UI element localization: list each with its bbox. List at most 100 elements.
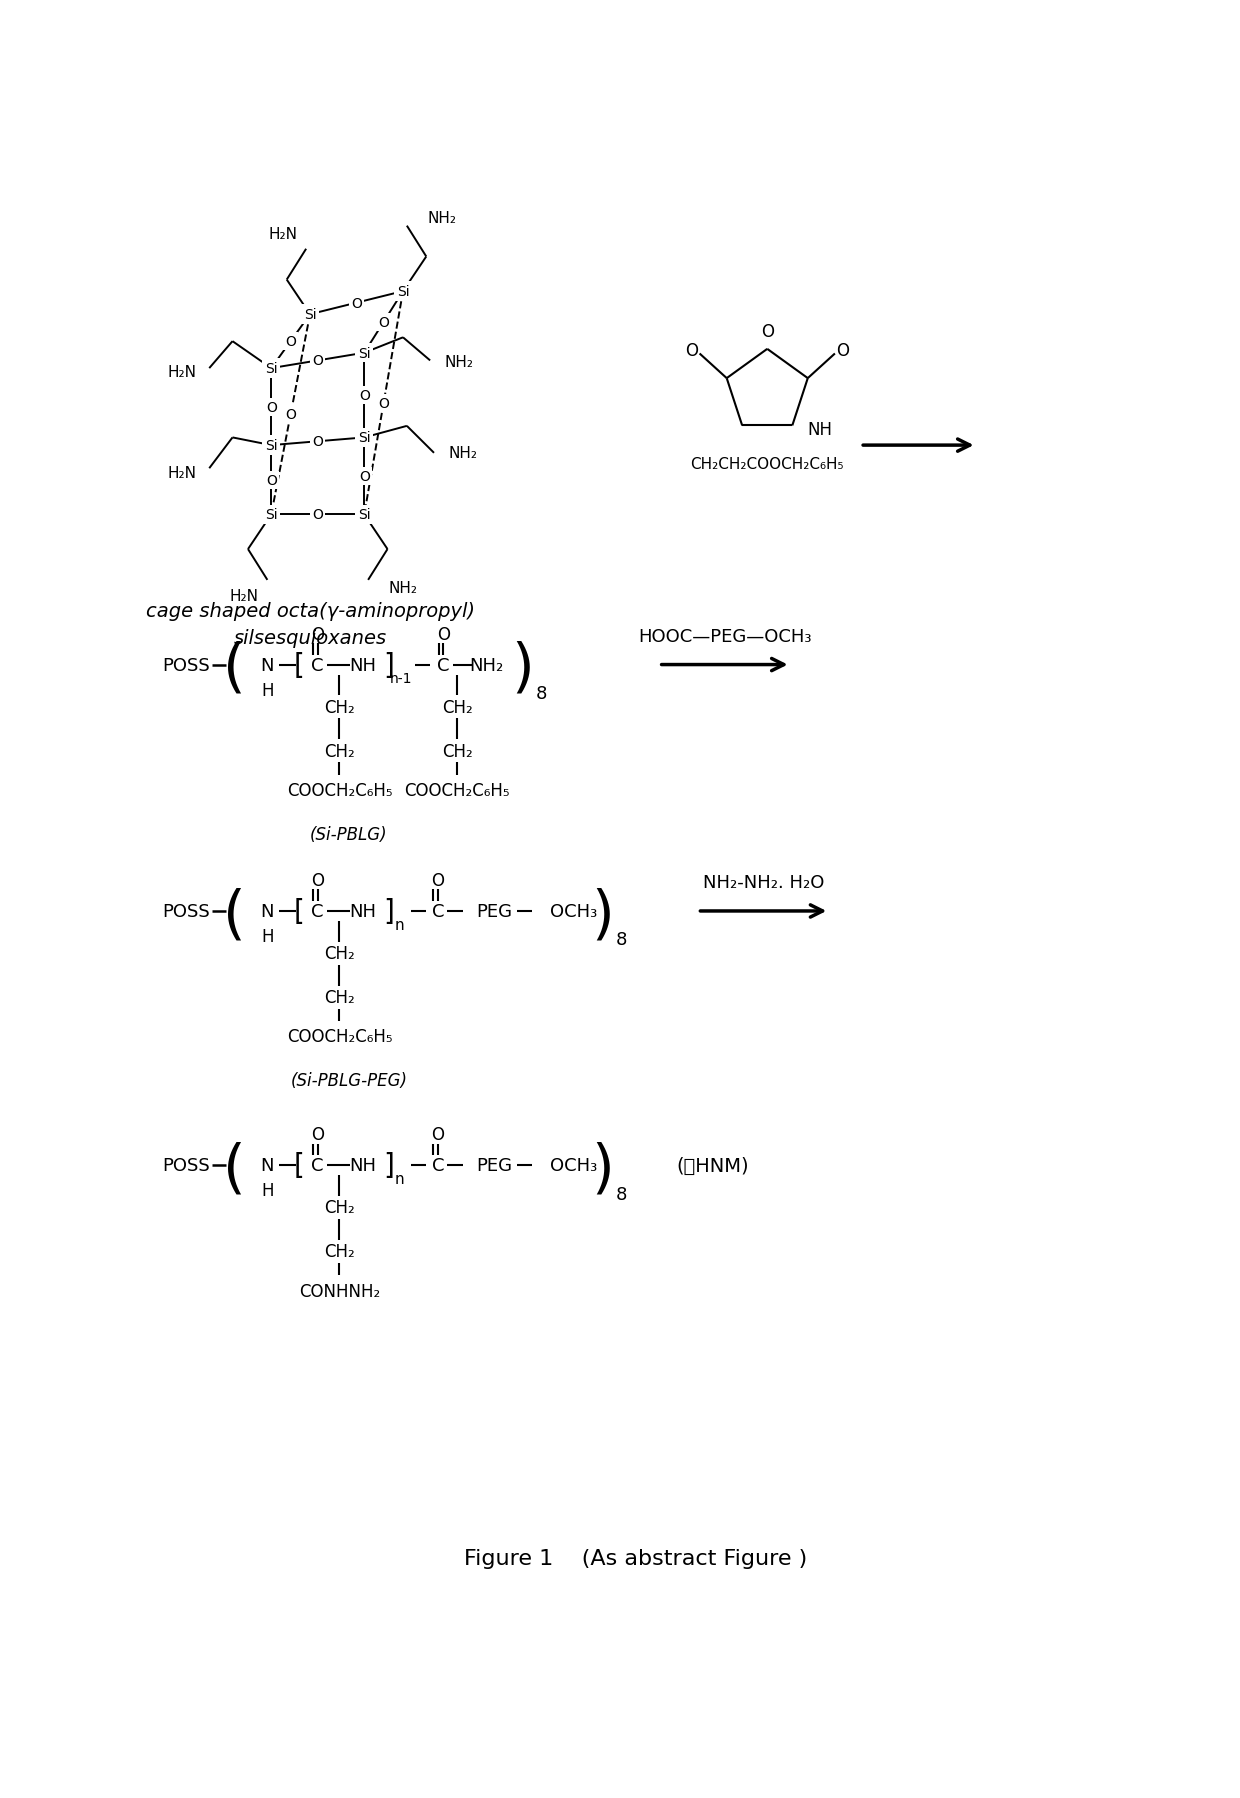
Text: 8: 8 [536,685,547,703]
Text: H₂N: H₂N [167,466,197,480]
Text: C: C [432,903,444,921]
Text: CH₂: CH₂ [324,743,355,761]
Text: C: C [432,1156,444,1174]
Text: Si: Si [304,307,316,322]
Text: O: O [686,342,698,360]
Text: CH₂: CH₂ [441,698,472,717]
Text: O: O [836,342,849,360]
Text: C: C [436,656,450,674]
Text: Si: Si [265,439,278,453]
Text: C: C [311,1156,324,1174]
Text: O: O [312,509,324,521]
Text: O: O [378,397,389,410]
Text: Si: Si [358,347,371,361]
Text: O: O [432,872,444,890]
Text: Si: Si [358,432,371,446]
Text: O: O [436,626,450,644]
Text: NH₂: NH₂ [428,212,456,227]
Text: O: O [351,297,362,311]
Text: [: [ [294,651,305,680]
Text: O: O [311,1126,324,1144]
Text: CH₂: CH₂ [324,989,355,1007]
Text: NH₂: NH₂ [444,356,474,370]
Text: H: H [262,681,274,699]
Text: ]: ] [383,897,394,926]
Text: C: C [311,903,324,921]
Text: N: N [260,1156,274,1174]
Text: O: O [311,626,324,644]
Text: C: C [311,656,324,674]
Text: O: O [358,469,370,484]
Text: Figure 1    (As abstract Figure ): Figure 1 (As abstract Figure ) [464,1548,807,1568]
Text: (: ( [223,640,246,698]
Text: O: O [358,388,370,403]
Text: O: O [312,435,324,450]
Text: N: N [260,656,274,674]
Text: POSS: POSS [162,1156,210,1174]
Text: (Si-PBLG-PEG): (Si-PBLG-PEG) [290,1072,407,1090]
Text: NH: NH [807,421,833,439]
Text: O: O [761,322,774,340]
Text: OCH₃: OCH₃ [551,1156,598,1174]
Text: O: O [265,401,277,414]
Text: ]: ] [383,1151,394,1179]
Text: NH₂: NH₂ [470,656,503,674]
Text: CH₂: CH₂ [324,698,355,717]
Text: H: H [262,1181,274,1199]
Text: H: H [262,928,274,946]
Text: n-1: n-1 [391,671,413,685]
Text: O: O [311,872,324,890]
Text: H₂N: H₂N [268,227,298,241]
Text: CH₂: CH₂ [441,743,472,761]
Text: NH₂: NH₂ [449,446,477,460]
Text: NH: NH [350,903,376,921]
Text: N: N [260,903,274,921]
Text: (　HNM): ( HNM) [677,1156,749,1174]
Text: PEG: PEG [476,903,512,921]
Text: NH: NH [350,656,376,674]
Text: CONHNH₂: CONHNH₂ [299,1282,381,1300]
Text: H₂N: H₂N [229,588,259,604]
Text: HOOC—PEG—OCH₃: HOOC—PEG—OCH₃ [637,628,811,645]
Text: NH₂: NH₂ [388,581,418,595]
Text: POSS: POSS [162,656,210,674]
Text: n: n [394,1170,404,1187]
Text: POSS: POSS [162,903,210,921]
Text: O: O [285,408,296,423]
Text: O: O [312,354,324,369]
Text: CH₂: CH₂ [324,1242,355,1260]
Text: ): ) [512,640,534,698]
Text: Si: Si [358,509,371,521]
Text: 8: 8 [616,1185,627,1203]
Text: O: O [285,334,296,349]
Text: Si: Si [265,509,278,521]
Text: ): ) [591,886,614,944]
Text: [: [ [294,1151,305,1179]
Text: CH₂: CH₂ [324,944,355,962]
Text: (Si-PBLG): (Si-PBLG) [310,825,388,843]
Text: cage shaped octa(γ-aminopropyl): cage shaped octa(γ-aminopropyl) [145,602,475,620]
Text: n: n [394,917,404,931]
Text: silsesquioxanes: silsesquioxanes [233,629,387,647]
Text: O: O [378,316,389,329]
Text: NH₂-NH₂. H₂O: NH₂-NH₂. H₂O [703,874,825,892]
Text: PEG: PEG [476,1156,512,1174]
Text: OCH₃: OCH₃ [551,903,598,921]
Text: ]: ] [383,651,394,680]
Text: (: ( [223,1140,246,1197]
Text: Si: Si [265,361,278,376]
Text: (: ( [223,886,246,944]
Text: COOCH₂C₆H₅: COOCH₂C₆H₅ [286,782,392,800]
Text: O: O [265,473,277,487]
Text: COOCH₂C₆H₅: COOCH₂C₆H₅ [286,1028,392,1046]
Text: CH₂: CH₂ [324,1199,355,1217]
Text: O: O [432,1126,444,1144]
Text: COOCH₂C₆H₅: COOCH₂C₆H₅ [404,782,510,800]
Text: 8: 8 [616,931,627,949]
Text: NH: NH [350,1156,376,1174]
Text: [: [ [294,897,305,926]
Text: H₂N: H₂N [167,365,197,379]
Text: ): ) [591,1140,614,1197]
Text: Si: Si [397,284,409,298]
Text: CH₂CH₂COOCH₂C₆H₅: CH₂CH₂COOCH₂C₆H₅ [691,457,844,473]
